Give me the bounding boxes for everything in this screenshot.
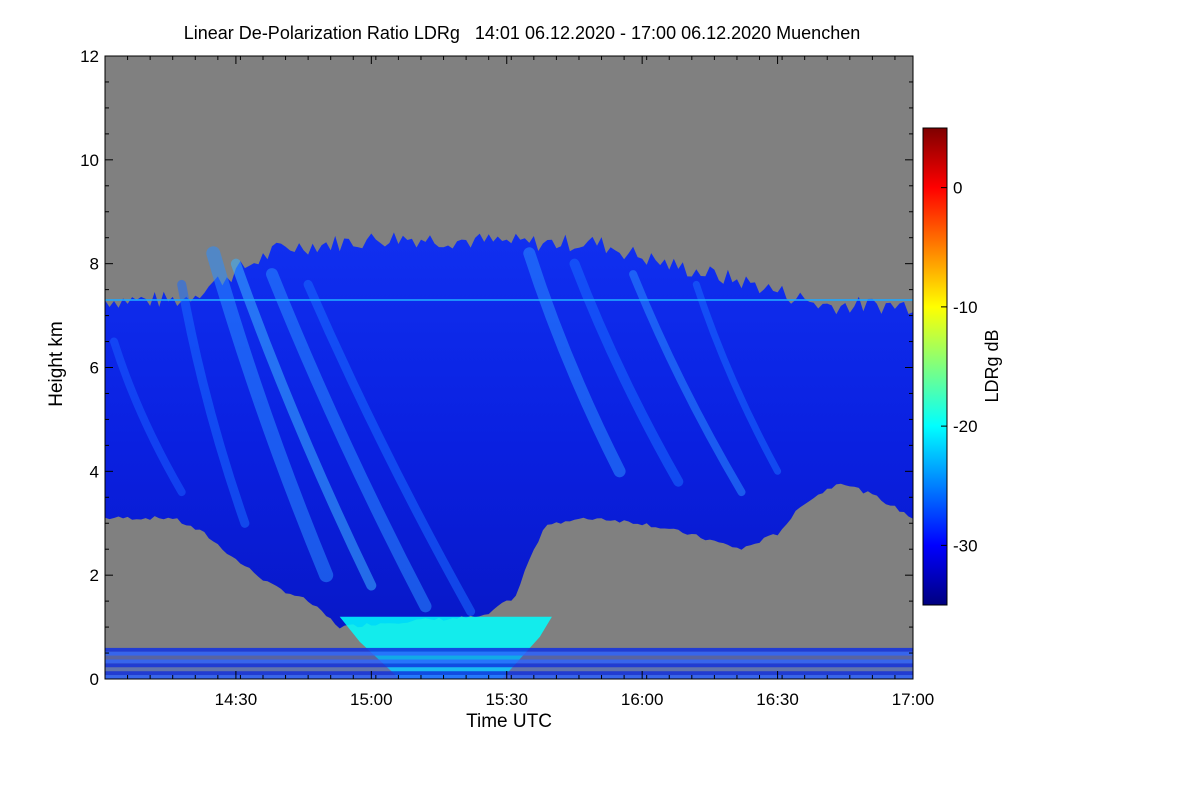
fall-streak [523, 247, 626, 478]
colorbar-tick-label: -30 [953, 536, 978, 555]
boundary-layer-band [105, 647, 913, 652]
y-axis-label: Height km [46, 321, 67, 407]
colorbar-tick-label: -10 [953, 298, 978, 317]
x-tick-label: 14:30 [215, 690, 258, 709]
fall-streak [303, 279, 476, 616]
fall-streaks [110, 246, 782, 616]
colorbar-label: LDRg dB [982, 329, 1002, 402]
colorbar-tick-label: -20 [953, 417, 978, 436]
chart-title: Linear De-Polarization Ratio LDRg 14:01 … [184, 23, 860, 43]
boundary-layer [105, 647, 913, 679]
y-tick-label: 8 [90, 255, 99, 274]
boundary-layer-band [105, 671, 913, 676]
y-tick-label: 0 [90, 670, 99, 689]
boundary-layer-band [105, 655, 913, 660]
boundary-layer-band [105, 667, 913, 672]
y-tick-label: 4 [90, 462, 99, 481]
boundary-layer-band [105, 651, 913, 656]
y-axis: 0 2 4 6 8 10 12 [80, 47, 913, 689]
colorbar-tick-label: 0 [953, 179, 962, 198]
colorbar-gradient [923, 128, 947, 605]
y-tick-label: 10 [80, 151, 99, 170]
x-tick-label: 15:30 [485, 690, 528, 709]
y-tick-label: 6 [90, 359, 99, 378]
fall-streak [629, 270, 746, 497]
x-tick-label: 16:00 [621, 690, 664, 709]
fall-streak [266, 268, 432, 613]
y-tick-label: 12 [80, 47, 99, 66]
x-axis-label: Time UTC [466, 711, 552, 732]
x-tick-label: 16:30 [756, 690, 799, 709]
fall-streak [177, 279, 250, 528]
colorbar-frame [922, 127, 948, 606]
colorbar: 0 -10 -20 -30 [922, 127, 978, 606]
y-tick-label: 2 [90, 566, 99, 585]
x-axis: 14:30 15:00 15:30 16:00 16:30 17:00 [104, 56, 935, 709]
boundary-layer-band [105, 675, 913, 679]
fall-streak [206, 246, 334, 583]
fall-streak [230, 258, 377, 591]
boundary-layer-band [105, 663, 913, 668]
boundary-layer-band [105, 659, 913, 664]
x-tick-label: 15:00 [350, 690, 393, 709]
plot-area [105, 56, 913, 679]
fall-streak [569, 258, 684, 487]
fall-streak [110, 337, 186, 497]
fall-streak [692, 280, 782, 475]
x-tick-label: 17:00 [892, 690, 935, 709]
colorbar-ticks: 0 -10 -20 -30 [941, 179, 978, 555]
